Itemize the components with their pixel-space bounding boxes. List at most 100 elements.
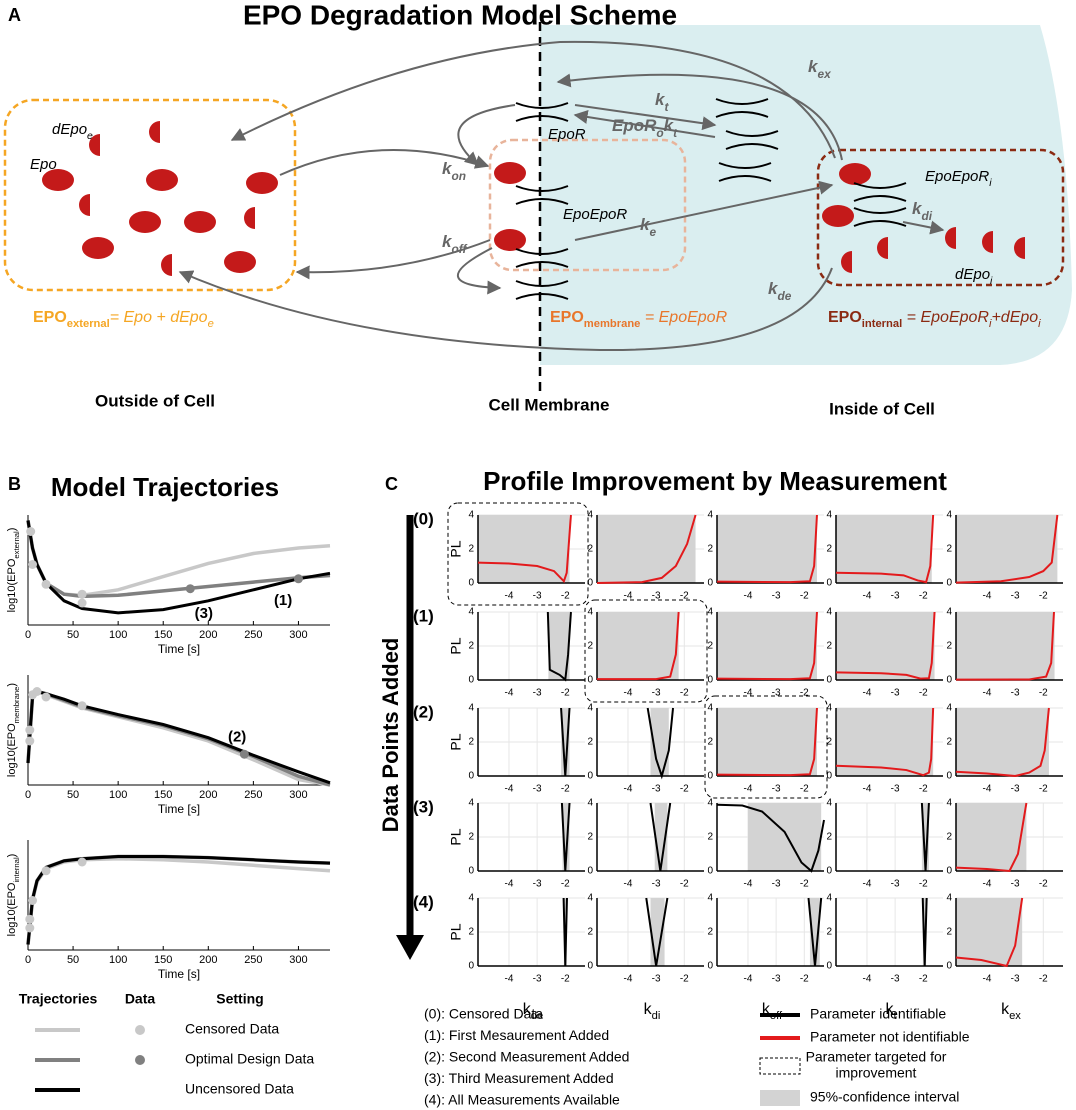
rate-label: kdi	[912, 199, 933, 223]
panel-title: Profile Improvement by Measurement	[483, 466, 947, 496]
label-part: dEpo	[52, 121, 87, 138]
epo-molecule	[246, 172, 278, 194]
x-tick-label: 250	[244, 629, 262, 641]
label-part: k	[664, 116, 675, 135]
x-tick-label: -2	[919, 688, 928, 699]
y-tick-label: 2	[587, 544, 593, 555]
x-tick-label: -3	[1011, 879, 1020, 890]
y-tick-label: 2	[826, 641, 832, 652]
confidence-interval	[956, 803, 1027, 871]
x-tick-label: 0	[25, 789, 31, 801]
y-tick-label: 4	[826, 607, 832, 618]
y-tick-label: 4	[587, 703, 593, 714]
region-label: Cell Membrane	[489, 395, 610, 414]
label-part: = EpoEpoR	[640, 309, 727, 326]
x-tick-label: 100	[109, 954, 127, 966]
x-tick-label: 150	[154, 954, 172, 966]
y-tick-label: 4	[707, 607, 713, 618]
x-tick-label: -2	[800, 879, 809, 890]
x-tick-label: 0	[25, 954, 31, 966]
y-tick-label: 2	[587, 927, 593, 938]
confidence-interval	[836, 612, 935, 680]
legend-header: Setting	[216, 991, 263, 1007]
y-tick-label: 0	[587, 675, 593, 686]
label-part: k	[655, 90, 666, 109]
receptor	[515, 293, 569, 300]
data-point	[41, 866, 51, 876]
x-tick-label: -2	[680, 784, 689, 795]
y-tick-label: 2	[826, 544, 832, 555]
row-label: (4)	[413, 892, 434, 911]
legend-text: Parameter targeted for	[806, 1049, 947, 1065]
legend-header: Trajectories	[19, 991, 98, 1007]
epo-molecule	[494, 229, 526, 251]
profile-likelihood	[546, 611, 572, 682]
receptor	[515, 115, 569, 122]
species-label: Epo	[30, 156, 57, 173]
x-axis-label: Time [s]	[158, 967, 200, 981]
subscript: i	[990, 275, 993, 287]
y-tick-label: 2	[468, 544, 474, 555]
y-axis-label: PL	[448, 637, 464, 654]
y-tick-label: 4	[707, 703, 713, 714]
subscript: ex	[1009, 1010, 1021, 1022]
profile-likelihood	[955, 802, 1028, 873]
species-label: EpoEpoR	[563, 206, 627, 223]
arrow	[902, 220, 945, 235]
y-tick-label: 0	[587, 961, 593, 972]
x-tick-label: -4	[624, 974, 633, 985]
y-tick-label: 4	[468, 703, 474, 714]
x-tick-label: -4	[983, 974, 992, 985]
epo-molecule	[494, 162, 526, 184]
y-tick-label: 2	[946, 544, 952, 555]
x-tick-label: -4	[863, 591, 872, 602]
panel-title: EPO Degradation Model Scheme	[243, 0, 677, 30]
legend-box	[760, 1090, 800, 1106]
subscript: t	[664, 100, 669, 114]
x-tick-label: -3	[1011, 591, 1020, 602]
targeted-box	[584, 599, 708, 703]
x-axis-label: Time [s]	[158, 642, 200, 656]
receptor	[515, 185, 569, 192]
x-tick-label: -3	[533, 688, 542, 699]
receptor	[853, 195, 907, 202]
y-tick-label: 2	[468, 737, 474, 748]
arrow	[178, 267, 833, 352]
trajectory	[26, 520, 331, 615]
rate-label: EpoRokt	[612, 116, 678, 140]
x-tick-label: -4	[624, 591, 633, 602]
degraded-epo	[982, 231, 993, 253]
x-tick-label: -3	[1011, 974, 1020, 985]
x-tick-label: -4	[863, 688, 872, 699]
legend-text: (1): First Mesaurement Added	[424, 1027, 609, 1043]
data-point	[25, 736, 35, 746]
x-tick-label: -3	[533, 591, 542, 602]
receptor	[725, 143, 779, 150]
rate-label: kde	[768, 279, 792, 303]
label-part: EPO	[550, 309, 584, 326]
confidence-interval	[650, 708, 669, 776]
arrow	[574, 180, 834, 241]
degraded-epo	[79, 194, 90, 216]
panel-letter: B	[8, 474, 21, 494]
y-tick-label: 2	[587, 737, 593, 748]
subscript: on	[451, 169, 466, 183]
receptor	[718, 162, 772, 169]
profile-likelihood	[645, 897, 669, 967]
label-part: EpoEpoR	[925, 168, 989, 185]
y-tick-label: 4	[826, 798, 832, 809]
label-part: Epo	[30, 156, 57, 173]
profile-likelihood	[920, 802, 930, 872]
profile-likelihood	[835, 611, 936, 680]
x-tick-label: -2	[800, 974, 809, 985]
label-part: k	[442, 232, 453, 251]
arrow	[574, 104, 717, 131]
epo-molecule	[82, 237, 114, 259]
y-tick-label: 2	[826, 737, 832, 748]
label-part: k	[644, 1001, 653, 1018]
x-tick-label: 150	[154, 789, 172, 801]
data-point	[32, 687, 42, 696]
x-tick-label: -4	[863, 784, 872, 795]
legend-text: (2): Second Measurement Added	[424, 1049, 629, 1065]
membrane-box	[488, 138, 687, 272]
